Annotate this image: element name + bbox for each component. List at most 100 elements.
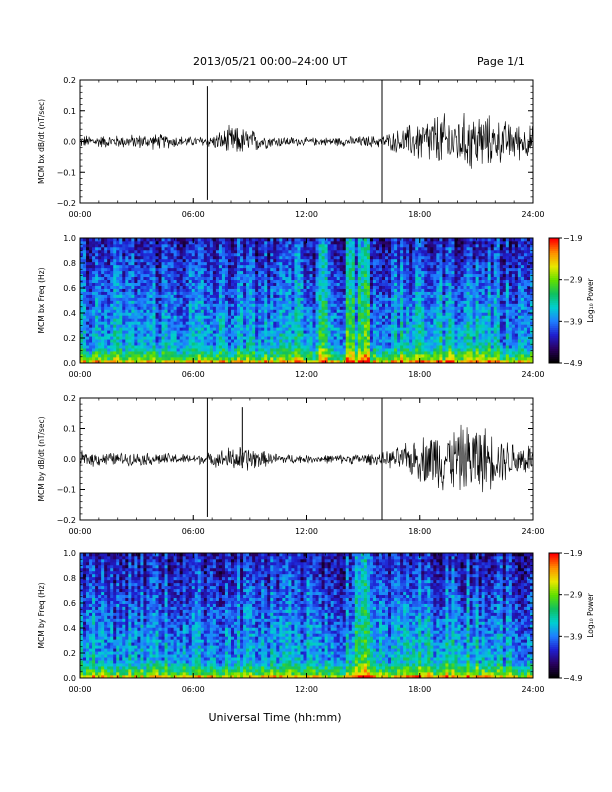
spectrogram-cell — [273, 258, 277, 263]
spectrogram-cell — [246, 330, 250, 334]
spectrogram-cell — [363, 267, 368, 272]
spectrogram-cell — [203, 285, 208, 289]
spectrogram-cell — [80, 324, 84, 328]
spectrogram-cell — [176, 240, 181, 245]
spectrogram-cell — [191, 261, 196, 266]
spectrogram-cell — [345, 357, 350, 361]
spectrogram-cell — [206, 285, 211, 289]
spectrogram-cell — [327, 312, 332, 316]
spectrogram-cell — [360, 258, 365, 263]
spectrogram-cell — [194, 291, 199, 295]
spectrogram-cell — [179, 288, 184, 292]
spectrogram-cell — [394, 270, 398, 275]
spectrogram-cell — [224, 360, 229, 364]
spectrogram-cell — [161, 357, 165, 361]
spectrogram-cell — [98, 309, 102, 313]
spectrogram-cell — [128, 348, 132, 352]
spectrogram-cell — [170, 333, 174, 337]
spectrogram-cell — [206, 321, 211, 325]
spectrogram-cell — [339, 339, 344, 343]
spectrogram-cell — [143, 315, 147, 319]
spectrogram-cell — [152, 261, 156, 266]
spectrogram-cell — [122, 279, 126, 283]
spectrogram-cell — [312, 291, 316, 295]
spectrogram-cell — [173, 345, 177, 349]
spectrogram-cell — [131, 300, 135, 304]
spectrogram-cell — [246, 333, 250, 337]
spectrogram-cell — [231, 309, 235, 313]
spectrogram-cell — [400, 238, 404, 242]
spectrogram-cell — [185, 255, 190, 260]
spectrogram-cell — [415, 240, 419, 245]
spectrogram-cell — [279, 261, 283, 266]
spectrogram-cell — [227, 276, 232, 281]
spectrogram-cell — [385, 351, 389, 355]
spectrogram-cell — [375, 318, 380, 322]
spectrogram-cell — [218, 360, 223, 364]
spectrogram-cell — [170, 306, 174, 310]
spectrogram-cell — [418, 336, 422, 340]
spectrogram-cell — [252, 354, 256, 358]
spectrogram-cell — [369, 288, 374, 292]
spectrogram-cell — [119, 324, 123, 328]
spectrogram-cell — [80, 333, 84, 337]
spectrogram-cell — [333, 360, 338, 364]
spectrogram-cell — [388, 258, 392, 263]
spectrogram-cell — [212, 303, 217, 307]
spectrogram-cell — [415, 321, 419, 325]
spectrogram-cell — [158, 276, 162, 281]
spectrogram-cell — [261, 297, 265, 301]
spectrogram-cell — [237, 357, 241, 361]
spectrogram-cell — [403, 333, 407, 337]
spectrogram-cell — [264, 238, 268, 242]
spectrogram-cell — [382, 288, 386, 292]
spectrogram-cell — [424, 351, 428, 355]
spectrogram-cell — [158, 297, 162, 301]
spectrogram-cell — [89, 249, 93, 254]
spectrogram-cell — [167, 303, 171, 307]
spectrogram-cell — [397, 261, 401, 266]
spectrogram-cell — [397, 264, 401, 269]
spectrogram-cell — [110, 291, 114, 295]
spectrogram-cell — [333, 276, 338, 281]
spectrogram-cell — [336, 255, 341, 260]
spectrogram-cell — [369, 294, 374, 298]
spectrogram-cell — [406, 354, 410, 358]
spectrogram-cell — [418, 312, 422, 316]
spectrogram-cell — [427, 288, 431, 292]
spectrogram-cell — [330, 261, 335, 266]
spectrogram-cell — [92, 297, 96, 301]
spectrogram-cell — [255, 267, 259, 272]
spectrogram-cell — [366, 306, 371, 310]
spectrogram-cell — [351, 279, 356, 283]
spectrogram-cell — [400, 342, 404, 346]
spectrogram-cell — [306, 315, 310, 319]
spectrogram-cell — [391, 324, 395, 328]
spectrogram-cell — [92, 345, 96, 349]
spectrogram-cell — [152, 273, 156, 278]
spectrogram-cell — [185, 282, 190, 286]
spectrogram-cell — [149, 276, 153, 281]
spectrogram-cell — [315, 324, 319, 328]
spectrogram-cell — [200, 252, 205, 257]
spectrogram-cell — [255, 360, 259, 364]
spectrogram-cell — [366, 309, 371, 313]
spectrogram-cell — [218, 238, 223, 242]
spectrogram-cell — [152, 246, 156, 251]
spectrogram-cell — [369, 240, 374, 245]
spectrogram-cell — [342, 261, 347, 266]
spectrogram-cell — [273, 261, 277, 266]
spectrogram-cell — [200, 345, 205, 349]
spectrogram-cell — [345, 351, 350, 355]
spectrogram-cell — [418, 318, 422, 322]
spectrogram-cell — [104, 252, 108, 257]
spectrogram-cell — [134, 330, 138, 334]
spectrogram-cell — [243, 252, 247, 257]
spectrogram-cell — [415, 243, 419, 248]
spectrogram-cell — [221, 315, 226, 319]
spectrogram-cell — [282, 324, 286, 328]
spectrogram-cell — [339, 258, 344, 263]
spectrogram-cell — [137, 315, 141, 319]
spectrogram-cell — [134, 318, 138, 322]
spectrogram-cell — [110, 282, 114, 286]
